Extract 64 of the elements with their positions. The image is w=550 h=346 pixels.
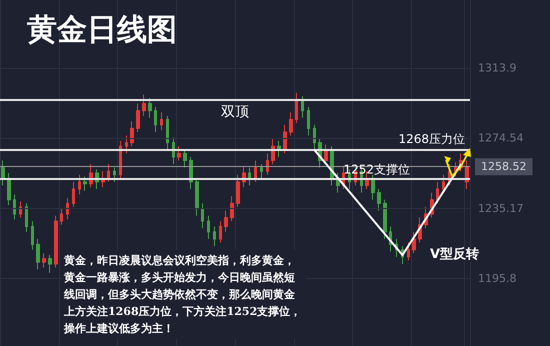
candlestick: [454, 162, 457, 178]
candlestick: [48, 254, 52, 274]
annotation: 黄金，昨日凌晨议息会议利空美指，利多黄金，黄金一路暴涨，多头开始发力，今日晚间虽然短线回调，但多头大趋势依然不变，那么晚间黄金上方关注1268压力位，下方关注1252支撑位，操作上建议低多为主！: [63, 254, 302, 335]
candlestick: [125, 135, 128, 154]
candlestick: [224, 210, 228, 232]
candlestick: [172, 136, 175, 165]
candlestick: [412, 231, 416, 254]
candlestick: [283, 124, 287, 154]
candlestick: [260, 164, 263, 179]
y-tick-label: 1274.54: [478, 132, 524, 145]
candlestick: [119, 140, 122, 179]
candlestick: [160, 112, 163, 131]
candlestick: [313, 124, 316, 150]
chart-title: 黄金日线图: [27, 12, 177, 48]
candlestick: [307, 106, 310, 136]
y-tick-label: 1235.17: [478, 202, 524, 215]
candlestick: [72, 181, 75, 208]
candlestick: [177, 146, 181, 162]
candlestick: [25, 202, 28, 232]
candlestick: [254, 160, 257, 182]
candlestick: [301, 96, 304, 118]
candlestick: [107, 164, 110, 182]
candlestick: [295, 92, 298, 124]
candlestick: [36, 238, 40, 270]
candlestick: [83, 176, 87, 192]
candlestick: [19, 201, 22, 218]
candlestick: [407, 242, 410, 261]
ref-line-label: 1268压力位: [398, 132, 465, 146]
candlestick: [7, 172, 11, 206]
candlestick: [130, 120, 134, 147]
candlestick: [213, 226, 216, 247]
candlestick: [142, 94, 146, 116]
y-tick-label: 1195.8: [478, 272, 516, 286]
candlestick: [230, 196, 234, 222]
candlestick: [371, 174, 375, 200]
candlestick: [383, 199, 387, 240]
candlestick: [248, 167, 251, 186]
candlestick: [436, 181, 439, 204]
candlestick: [42, 252, 46, 268]
annotation: V型反转: [430, 246, 480, 262]
y-tick-label: 1313.9: [478, 61, 516, 74]
candlestick: [219, 220, 222, 244]
candlestick: [289, 112, 293, 136]
candlestick: [377, 188, 381, 211]
candlestick: [78, 174, 81, 195]
candlestick: [1, 160, 5, 186]
candlestick: [236, 174, 240, 208]
candlestick: [60, 208, 63, 226]
candlestick: [54, 215, 58, 268]
candlestick: [148, 98, 152, 118]
candlestick: [154, 106, 157, 132]
ref-line-label: 双顶: [221, 104, 249, 120]
candlestick: [207, 215, 210, 240]
candlestick: [183, 149, 187, 168]
candlestick: [166, 115, 169, 150]
candlestick: [113, 167, 116, 182]
candlestick: [31, 220, 34, 250]
ref-line-label: 1258.52: [481, 160, 526, 174]
candlestick: [201, 202, 204, 229]
candlestick: [136, 102, 140, 132]
candlestick: [13, 194, 16, 220]
candlestick: [195, 178, 199, 216]
candlestick: [66, 197, 69, 220]
candlestick: [266, 152, 269, 176]
